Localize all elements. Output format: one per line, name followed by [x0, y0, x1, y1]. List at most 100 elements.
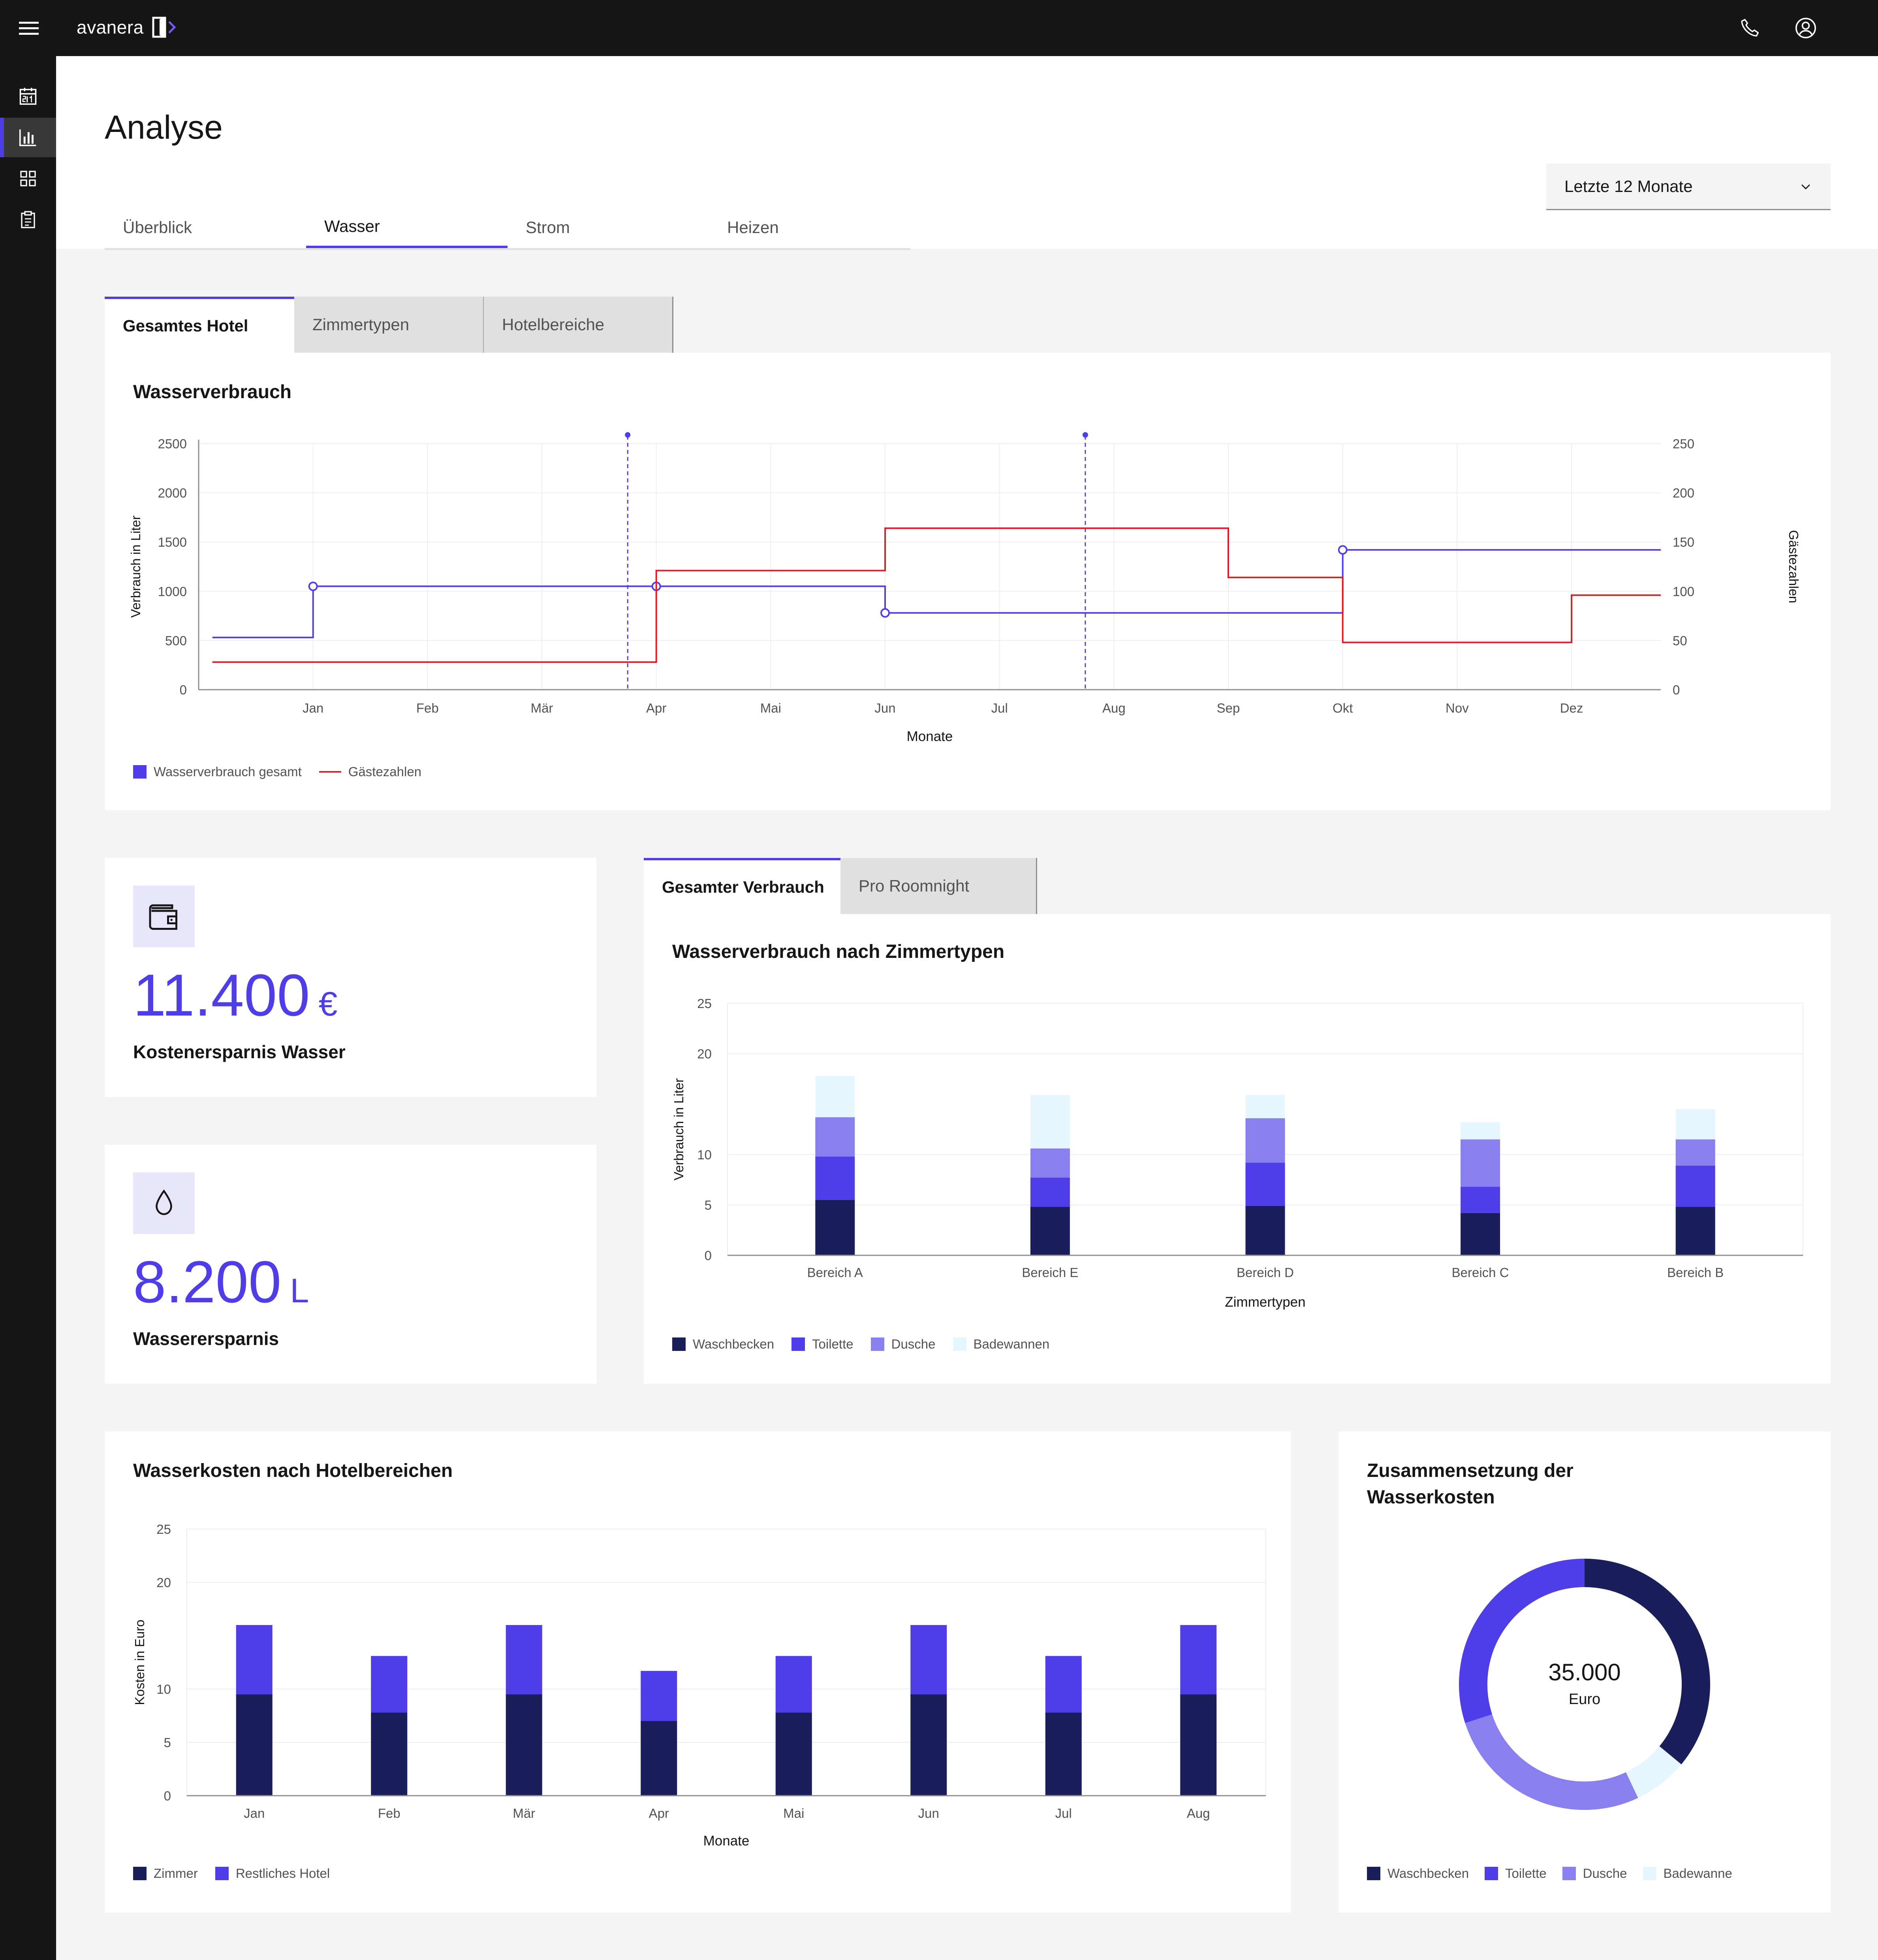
- x-tick-label: Feb: [378, 1806, 400, 1821]
- y-tick-label: 2000: [158, 486, 187, 500]
- tab-wasser[interactable]: Wasser: [306, 207, 508, 248]
- bar-segment-restliches-hotel: [506, 1625, 542, 1695]
- x-tick-label: Apr: [646, 701, 666, 715]
- bar-segment-dusche: [1030, 1148, 1070, 1178]
- x-tick-label: Dez: [1560, 701, 1583, 715]
- y-tick-label: 2500: [158, 436, 187, 451]
- y-axis-label: Verbrauch in Liter: [128, 515, 143, 618]
- legend-item-badewanne[interactable]: Badewanne: [1643, 1866, 1732, 1881]
- x-tick-label: Bereich E: [1022, 1265, 1078, 1280]
- x-tick-label: Mai: [783, 1806, 804, 1821]
- bar-segment-zimmer: [1180, 1694, 1217, 1796]
- y-tick-label: 20: [156, 1575, 171, 1590]
- legend-swatch: [672, 1337, 686, 1351]
- chevron-down-icon: [1801, 184, 1810, 190]
- legend-swatch: [870, 1337, 884, 1351]
- bar-segment-zimmer: [775, 1712, 812, 1796]
- data-point: [880, 608, 890, 618]
- bar-segment-badewannen: [1675, 1109, 1715, 1140]
- legend-item-toilette[interactable]: Toilette: [1485, 1866, 1547, 1881]
- tab-pro-roomnight[interactable]: Pro Roomnight: [840, 858, 1037, 914]
- vertical-marker-dot: [625, 432, 631, 438]
- y-tick-label: 5: [164, 1735, 171, 1750]
- tab-zimmertypen[interactable]: Zimmertypen: [294, 297, 484, 353]
- legend-item-restliches-hotel[interactable]: Restliches Hotel: [215, 1866, 330, 1881]
- x-tick-label: Jul: [991, 701, 1008, 715]
- line-chart-legend: Wasserverbrauch gesamt Gästezahlen: [133, 764, 421, 779]
- x-tick-label: Nov: [1446, 701, 1469, 715]
- x-tick-label: Bereich C: [1452, 1265, 1509, 1280]
- legend-item-waschbecken[interactable]: Waschbecken: [672, 1337, 774, 1352]
- bar-segment-toilette: [1461, 1187, 1500, 1213]
- bar-segment-restliches-hotel: [236, 1625, 273, 1695]
- bar-segment-toilette: [1030, 1178, 1070, 1207]
- page-header: [56, 56, 1878, 249]
- tab-hotelbereiche[interactable]: Hotelbereiche: [484, 297, 673, 353]
- side-navigation: [0, 56, 56, 1960]
- tab-ueberblick[interactable]: Überblick: [123, 218, 192, 237]
- x-tick-label: Aug: [1187, 1806, 1210, 1821]
- page-title: Analyse: [105, 109, 223, 146]
- y2-tick-label: 150: [1673, 535, 1694, 549]
- bar-segment-badewannen: [1030, 1095, 1070, 1149]
- series-line-wasserverbrauch-gesamt: [212, 549, 1661, 638]
- x-tick-label: Jun: [918, 1806, 939, 1821]
- tab-heizen[interactable]: Heizen: [727, 218, 779, 237]
- brand-name: avanera: [77, 17, 144, 38]
- x-tick-label: Jan: [303, 701, 323, 715]
- hamburger-menu-icon[interactable]: [15, 14, 43, 42]
- donut-center-value: 35.000: [1548, 1659, 1621, 1685]
- legend-item-dusche[interactable]: Dusche: [1562, 1866, 1627, 1881]
- x-axis-label: Monate: [907, 729, 953, 744]
- user-avatar-icon[interactable]: [1793, 15, 1819, 41]
- legend-item-badewannen[interactable]: Badewannen: [953, 1337, 1049, 1352]
- legend-label: Wasserverbrauch gesamt: [154, 764, 302, 779]
- legend-item-toilette[interactable]: Toilette: [791, 1337, 853, 1352]
- y-tick-label: 0: [164, 1789, 171, 1803]
- bar-segment-waschbecken: [1675, 1207, 1715, 1255]
- brand-logo[interactable]: avanera: [77, 13, 177, 41]
- legend-item-dusche[interactable]: Dusche: [870, 1337, 936, 1352]
- tab-gesamtes-hotel[interactable]: Gesamtes Hotel: [105, 297, 294, 353]
- bar-segment-badewannen: [815, 1076, 855, 1117]
- nav-analytics-icon[interactable]: [0, 118, 56, 157]
- bar-segment-badewannen: [1461, 1122, 1500, 1140]
- y2-tick-label: 0: [1673, 683, 1680, 697]
- legend-label: Dusche: [1583, 1866, 1627, 1881]
- nav-calendar-icon[interactable]: [0, 77, 56, 116]
- water-consumption-panel: Wasserverbrauch 0 500 1000 1500 2000 2500 0 50 1…: [105, 353, 1831, 810]
- chart-title-zimmertypen: Wasserverbrauch nach Zimmertypen: [672, 941, 1005, 962]
- x-tick-label: Aug: [1102, 701, 1126, 715]
- data-point: [1338, 545, 1348, 555]
- legend-swatch: [1367, 1867, 1380, 1880]
- legend-item-wasserverbrauch[interactable]: Wasserverbrauch gesamt: [133, 764, 302, 779]
- legend-swatch: [1485, 1867, 1498, 1880]
- y-tick-label: 5: [705, 1198, 712, 1212]
- tab-gesamter-verbrauch[interactable]: Gesamter Verbrauch: [644, 858, 840, 914]
- hotel-area-costs-panel: Wasserkosten nach Hotelbereichen 0 5 10 20 2…: [105, 1431, 1291, 1913]
- room-type-consumption-panel: Wasserverbrauch nach Zimmertypen 0 5 10 20 2…: [644, 914, 1831, 1384]
- bar-segment-restliches-hotel: [641, 1671, 677, 1721]
- kpi-label: Wasserersparnis: [133, 1328, 279, 1349]
- nav-apps-grid-icon[interactable]: [0, 159, 56, 198]
- tab-strom[interactable]: Strom: [526, 218, 570, 237]
- y-tick-label: 1500: [158, 535, 187, 549]
- hotel-area-bar-chart: 0 5 10 20 25 Jan Feb Mär Apr Mai Jun Jul Aug Monate Ko…: [132, 1522, 1266, 1849]
- water-consumption-chart: 0 500 1000 1500 2000 2500 0 50 100 150 200 250 Jan Fe…: [128, 432, 1801, 744]
- bar-segment-zimmer: [506, 1694, 542, 1796]
- x-axis-label: Zimmertypen: [1225, 1294, 1305, 1310]
- plot-frame: [186, 1529, 1266, 1796]
- x-tick-label: Mär: [513, 1806, 535, 1821]
- period-dropdown[interactable]: Letzte 12 Monate: [1546, 164, 1831, 210]
- bar-segment-restliches-hotel: [1180, 1625, 1217, 1695]
- legend-item-zimmer[interactable]: Zimmer: [133, 1866, 198, 1881]
- y2-tick-label: 250: [1673, 436, 1694, 451]
- nav-clipboard-icon[interactable]: [0, 200, 56, 239]
- room-chart-legend: Waschbecken Toilette Dusche Badewannen: [672, 1337, 1049, 1352]
- y-tick-label: 10: [156, 1682, 171, 1697]
- phone-icon[interactable]: [1737, 15, 1763, 41]
- y-tick-label: 25: [156, 1522, 171, 1537]
- legend-item-gaestezahlen[interactable]: Gästezahlen: [319, 764, 421, 779]
- water-cost-donut-chart: 35.000 Euro: [1459, 1559, 1711, 1810]
- legend-item-waschbecken[interactable]: Waschbecken: [1367, 1866, 1469, 1881]
